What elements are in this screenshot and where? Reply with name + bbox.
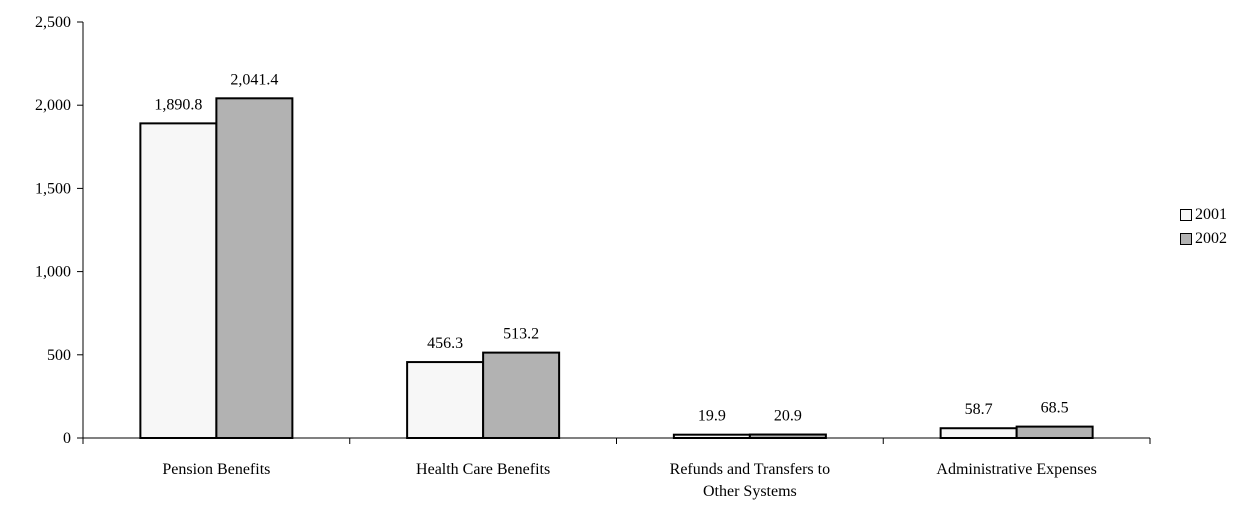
data-label-2001: 456.3 [427, 335, 463, 352]
y-tick-label: 1,000 [35, 264, 71, 281]
x-tick-label-line: Other Systems [703, 483, 797, 500]
x-tick-label-line: Administrative Expenses [936, 461, 1096, 478]
legend-swatch-2002 [1180, 233, 1192, 245]
legend-item-2001: 2001 [1180, 203, 1227, 227]
y-tick-label: 500 [47, 347, 71, 364]
x-tick-label-line: Pension Benefits [162, 461, 270, 478]
bar-2002 [482, 351, 561, 439]
bar-2001 [139, 122, 218, 439]
y-tick-label: 1,500 [35, 180, 71, 197]
y-tick-label: 0 [63, 430, 71, 447]
data-label-2001: 1,890.8 [154, 96, 202, 113]
data-label-2002: 2,041.4 [230, 71, 278, 88]
chart-axes: 0 500 1,000 1,500 2,000 2,500 Pension Benefits… [35, 14, 1151, 500]
data-label-2001: 19.9 [698, 408, 726, 425]
chart-legend: 2001 2002 [1180, 203, 1227, 251]
legend-swatch-2001 [1180, 209, 1192, 221]
bar-2002 [748, 433, 827, 440]
bar-2002 [1015, 425, 1094, 439]
y-tick-label: 2,500 [35, 14, 71, 31]
legend-item-2002: 2002 [1180, 227, 1227, 251]
x-tick-label-line: Health Care Benefits [416, 461, 550, 478]
bar-chart: 0 500 1,000 1,500 2,000 2,500 Pension Benefits… [35, 14, 1151, 500]
legend-label-2002: 2002 [1195, 230, 1227, 247]
data-label-2001: 58.7 [965, 401, 993, 418]
bar-2001 [406, 361, 485, 440]
bar-2001 [672, 433, 751, 439]
x-tick-label: Pension Benefits [162, 461, 270, 478]
y-tick-label: 2,000 [35, 97, 71, 114]
bar-2001 [939, 427, 1018, 440]
x-tick-label: Health Care Benefits [416, 461, 550, 478]
chart-bars [139, 97, 1094, 440]
chart-labels: 1,890.8 2,041.4 456.3 513.2 19.9 20.9 58.7 68.5 [154, 71, 1068, 424]
data-label-2002: 68.5 [1041, 400, 1069, 417]
legend-label-2001: 2001 [1195, 206, 1227, 223]
x-tick-label: Refunds and Transfers to Other Systems [670, 461, 830, 500]
data-label-2002: 513.2 [503, 326, 539, 343]
bar-2002 [215, 97, 294, 440]
x-tick-label-line: Refunds and Transfers to [670, 461, 830, 478]
x-tick-label: Administrative Expenses [936, 461, 1096, 478]
data-label-2002: 20.9 [774, 408, 802, 425]
